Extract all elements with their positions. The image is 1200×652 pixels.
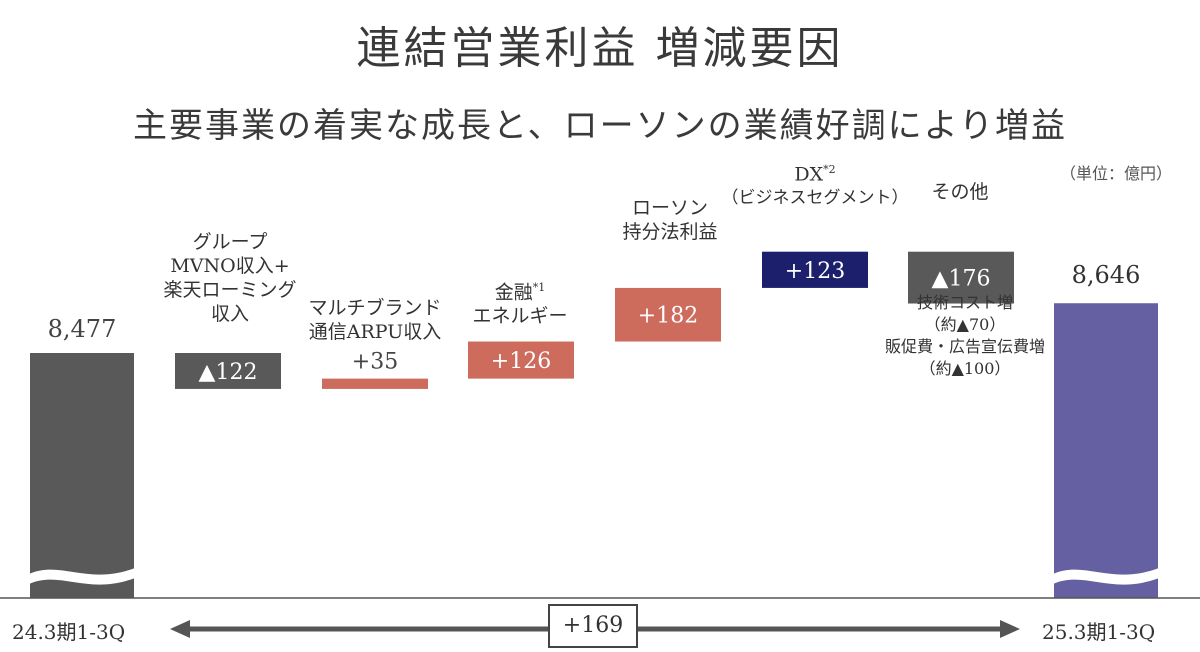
label-dx-sub: （ビジネスセグメント） — [721, 188, 909, 209]
total-change-box: +169 — [548, 604, 638, 648]
label-dx-main: DX — [794, 163, 824, 186]
step-value-2: +126 — [491, 349, 551, 374]
label-lawson: ローソン 持分法利益 — [590, 196, 750, 244]
start-total-bar — [30, 353, 134, 598]
label-lawson-line2: 持分法利益 — [622, 221, 718, 243]
label-dx: DX*2 （ビジネスセグメント） — [705, 158, 925, 210]
step-value-4: +123 — [785, 259, 845, 284]
start-total-value: 8,477 — [48, 315, 117, 343]
step-value-5: ▲176 — [932, 267, 991, 292]
end-bar-axis-break — [1053, 568, 1159, 585]
end-total-bar — [1054, 303, 1158, 598]
step-value-3: +182 — [638, 304, 698, 329]
label-multibrand-line1: マルチブランド — [308, 297, 442, 319]
start-bar-axis-break — [29, 568, 135, 585]
other-note: 技術コスト増 （約▲70） 販促費・広告宣伝費増 （約▲100） — [860, 292, 1070, 380]
label-energy: エネルギー — [472, 305, 568, 328]
change-arrow-right-head — [1000, 620, 1020, 638]
label-finance: 金融*1 エネルギー — [440, 276, 600, 328]
label-other: その他 — [880, 180, 1040, 204]
change-arrow-left-head — [170, 620, 190, 638]
other-note-line3: 販促費・広告宣伝費増 — [884, 337, 1045, 356]
label-mvno-line3: 楽天ローミング — [163, 279, 297, 301]
end-total-value: 8,646 — [1072, 261, 1141, 289]
axis-end-label: 25.3期1-3Q — [1042, 620, 1156, 644]
label-mvno: グループ MVNO収入+ 楽天ローミング 収入 — [140, 230, 320, 326]
label-finance-main: 金融 — [494, 281, 533, 304]
page-subtitle: 主要事業の着実な成長と、ローソンの業績好調により増益 — [133, 106, 1067, 146]
step-value-1: +35 — [352, 350, 398, 375]
step-bar-1 — [322, 378, 428, 389]
label-lawson-line1: ローソン — [631, 197, 708, 219]
page-title: 連結営業利益 増減要因 — [356, 23, 844, 74]
step-bar-4 — [762, 251, 868, 288]
step-bar-3 — [615, 287, 721, 342]
step-value-0: ▲122 — [199, 360, 258, 385]
step-bar-2 — [468, 341, 574, 379]
unit-label: （単位：億円） — [1059, 164, 1172, 183]
other-note-line2: （約▲70） — [924, 315, 1006, 334]
label-mvno-line4: 収入 — [210, 303, 249, 325]
step-bar-0 — [175, 353, 281, 389]
other-note-line4: （約▲100） — [919, 359, 1011, 378]
label-mvno-line2: MVNO収入+ — [170, 255, 290, 277]
label-multibrand: マルチブランド 通信ARPU収入 — [285, 296, 465, 344]
other-note-line1: 技術コスト増 — [916, 293, 1013, 312]
label-finance-footnote: *1 — [532, 281, 546, 294]
label-multibrand-line2: 通信ARPU収入 — [308, 321, 442, 343]
step-bar-5 — [908, 251, 1014, 304]
label-mvno-line1: グループ — [192, 231, 268, 253]
label-other-text: その他 — [931, 181, 989, 203]
label-dx-footnote: *2 — [823, 163, 836, 176]
axis-start-label: 24.3期1-3Q — [12, 620, 126, 644]
